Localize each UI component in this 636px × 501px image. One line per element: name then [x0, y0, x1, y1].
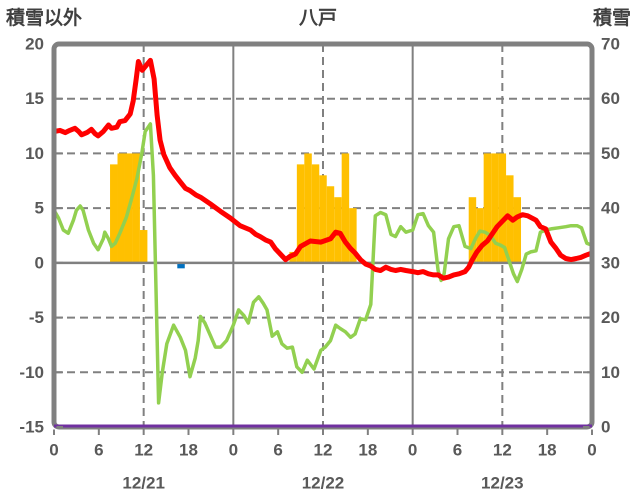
left-axis-tick-label: 20: [25, 35, 44, 54]
orange-bar: [476, 208, 484, 263]
orange-bar: [296, 164, 305, 263]
right-axis-tick-label: 70: [601, 35, 620, 54]
x-axis-tick-label: 0: [229, 441, 238, 460]
orange-bar: [117, 153, 125, 263]
x-axis-tick-label: 18: [179, 441, 198, 460]
x-axis-tick-label: 18: [358, 441, 377, 460]
left-axis-tick-label: -15: [19, 418, 44, 437]
left-axis-tick-label: -10: [19, 363, 44, 382]
x-axis-tick-label: 6: [453, 441, 462, 460]
orange-bar: [110, 164, 118, 263]
x-axis-tick-label: 12: [134, 441, 153, 460]
orange-bar: [491, 153, 499, 263]
left-axis-tick-label: 5: [35, 199, 44, 218]
right-axis-tick-label: 30: [601, 253, 620, 272]
x-axis-tick-label: 18: [538, 441, 557, 460]
left-axis-tick-label: 0: [35, 253, 44, 272]
date-label: 12/21: [122, 474, 165, 493]
blue-bar: [177, 262, 185, 269]
x-axis-tick-label: 0: [587, 441, 596, 460]
right-axis-tick-label: 40: [601, 199, 620, 218]
orange-bar: [132, 153, 140, 263]
orange-bar: [483, 153, 492, 263]
orange-bar: [311, 164, 320, 263]
orange-bar: [326, 186, 335, 263]
date-label: 12/22: [302, 474, 345, 493]
orange-bar: [139, 230, 148, 263]
x-axis-tick-label: 6: [94, 441, 103, 460]
right-axis-tick-label: 10: [601, 363, 620, 382]
x-axis-tick-label: 6: [273, 441, 282, 460]
left-axis-tick-label: 15: [25, 89, 44, 108]
orange-bar: [498, 153, 507, 263]
x-axis-tick-label: 0: [408, 441, 417, 460]
orange-bar: [341, 153, 350, 263]
red-line: [51, 57, 595, 281]
date-label: 12/23: [481, 474, 524, 493]
orange-bar: [513, 197, 522, 263]
x-axis-tick-label: 12: [314, 441, 333, 460]
orange-bar: [319, 175, 327, 263]
right-axis-tick-label: 50: [601, 144, 620, 163]
left-axis-tick-label: -5: [29, 308, 44, 327]
orange-bar: [349, 208, 357, 263]
orange-bar: [334, 197, 342, 263]
right-axis-tick-label: 20: [601, 308, 620, 327]
green-line: [52, 122, 594, 405]
left-axis-tick-label: 10: [25, 144, 44, 163]
x-axis-tick-label: 12: [493, 441, 512, 460]
orange-bar: [304, 153, 312, 263]
right-axis-tick-label: 0: [601, 418, 610, 437]
x-axis-tick-label: 0: [49, 441, 58, 460]
right-axis-tick-label: 60: [601, 89, 620, 108]
orange-bar: [468, 197, 477, 263]
